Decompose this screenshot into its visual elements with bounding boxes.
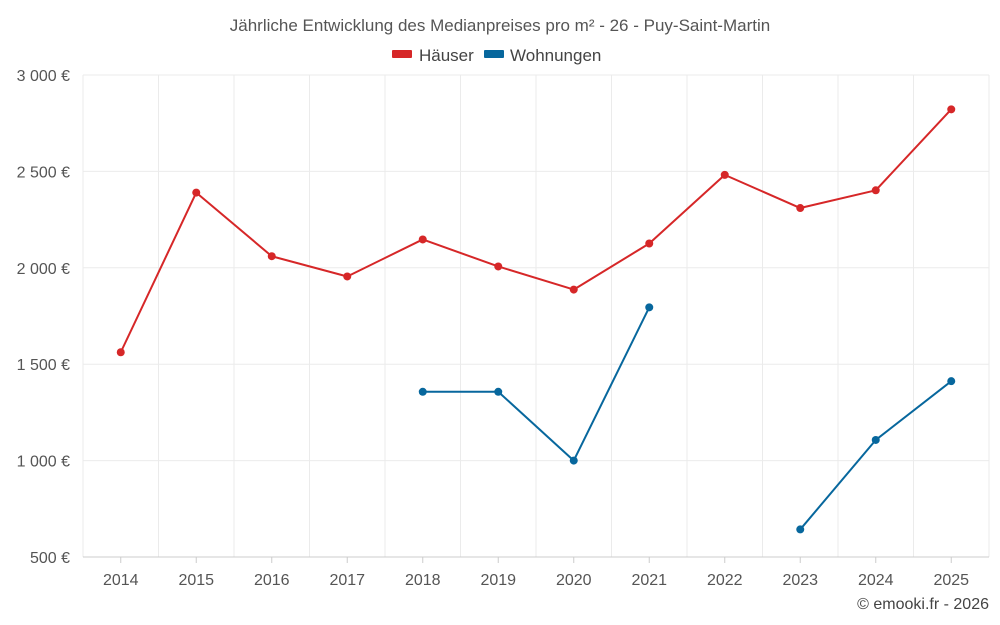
x-axis: 2014 2015 2016 2017 2018 2019 2020 2021 2022 2023…: [83, 556, 989, 589]
data-point[interactable]: [116, 348, 125, 357]
y-tick-label: 1 500 €: [17, 357, 70, 374]
data-point[interactable]: [569, 456, 578, 465]
y-axis: 500 € 1 000 € 1 500 € 2 000 € 2 500 € 3 000 €: [17, 68, 70, 567]
x-tick-label: 2022: [707, 572, 743, 589]
data-point[interactable]: [494, 262, 503, 271]
data-point[interactable]: [796, 204, 805, 213]
legend-label-haeuser[interactable]: Häuser: [419, 46, 474, 65]
data-point[interactable]: [947, 105, 956, 114]
x-tick-label: 2014: [103, 572, 139, 589]
y-tick-label: 500 €: [30, 550, 70, 567]
data-point[interactable]: [871, 186, 880, 195]
data-point[interactable]: [947, 377, 956, 386]
data-point[interactable]: [720, 170, 729, 179]
x-tick-label: 2015: [178, 572, 214, 589]
y-tick-label: 2 500 €: [17, 164, 70, 181]
grid: [82, 74, 990, 558]
data-point[interactable]: [645, 239, 654, 248]
x-tick-label: 2019: [480, 572, 516, 589]
series-line: [422, 306, 651, 462]
x-tick-label: 2021: [631, 572, 667, 589]
data-point[interactable]: [569, 285, 578, 294]
series-line: [119, 108, 952, 353]
data-point[interactable]: [267, 252, 276, 261]
data-point[interactable]: [192, 188, 201, 197]
legend-swatch-wohnungen: [484, 50, 504, 58]
data-point[interactable]: [645, 303, 654, 312]
series-1: [418, 303, 956, 534]
credit-text: © emooki.fr - 2026: [857, 596, 989, 613]
y-tick-label: 2 000 €: [17, 261, 70, 278]
y-tick-label: 1 000 €: [17, 454, 70, 471]
data-point[interactable]: [418, 387, 427, 396]
data-point[interactable]: [796, 525, 805, 534]
x-tick-label: 2023: [782, 572, 818, 589]
x-tick-label: 2017: [329, 572, 365, 589]
x-tick-label: 2020: [556, 572, 592, 589]
x-tick-label: 2016: [254, 572, 290, 589]
legend-swatch-haeuser: [392, 50, 412, 58]
data-point[interactable]: [343, 272, 352, 281]
chart-title: Jährliche Entwicklung des Medianpreises …: [230, 16, 770, 35]
legend-label-wohnungen[interactable]: Wohnungen: [510, 46, 601, 65]
x-tick-label: 2024: [858, 572, 894, 589]
data-point[interactable]: [418, 235, 427, 244]
series-0: [116, 105, 956, 357]
data-point[interactable]: [871, 435, 880, 444]
legend: Häuser Wohnungen: [392, 46, 601, 65]
series-line: [799, 380, 952, 531]
x-tick-label: 2025: [933, 572, 969, 589]
x-tick-label: 2018: [405, 572, 441, 589]
data-point[interactable]: [494, 387, 503, 396]
y-tick-label: 3 000 €: [17, 68, 70, 85]
series-layer: [116, 105, 956, 534]
